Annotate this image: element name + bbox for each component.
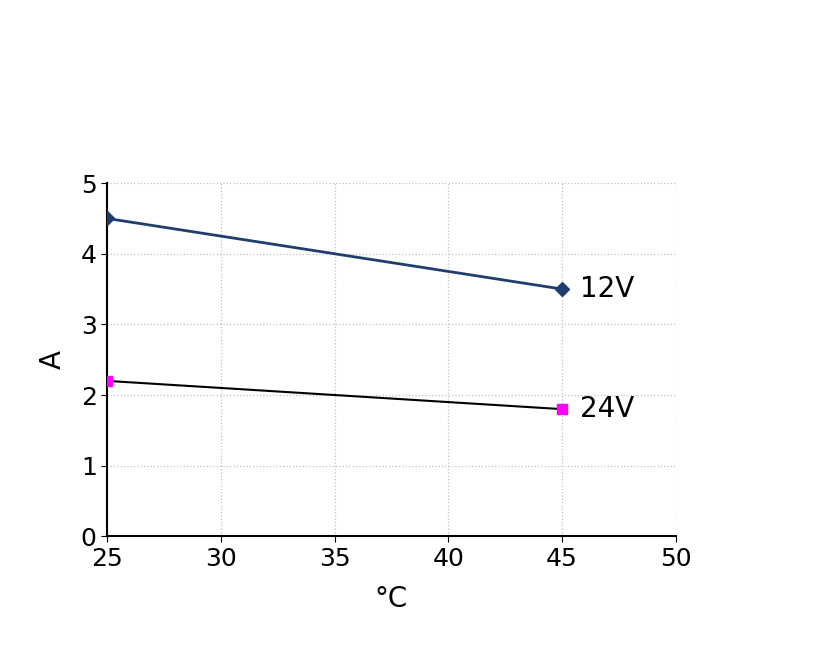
Text: 24V: 24V (580, 395, 634, 423)
Text: 12V: 12V (580, 275, 634, 303)
X-axis label: °C: °C (375, 585, 408, 613)
Y-axis label: A: A (39, 350, 67, 370)
